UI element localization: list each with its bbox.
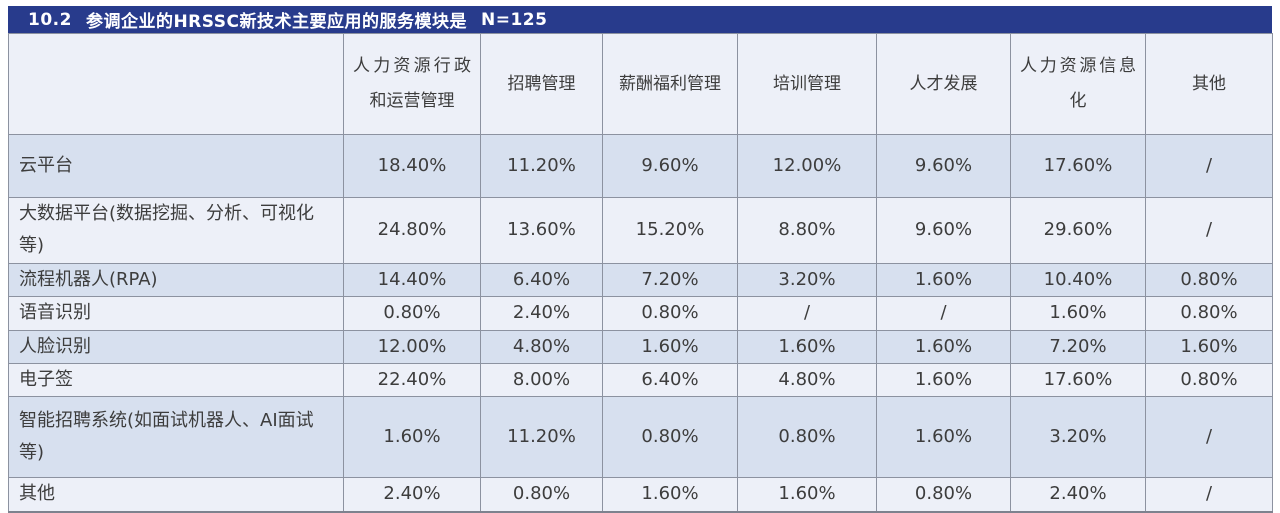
value-cell: 9.60% [876, 197, 1011, 264]
value-cell: 12.00% [737, 134, 877, 198]
table-row: 流程机器人(RPA) 14.40% 6.40% 7.20% 3.20% 1.60% 10.4… [8, 262, 1273, 298]
value-cell: / [1145, 396, 1273, 479]
table-body: 云平台 18.40% 11.20% 9.60% 12.00% 9.60% 17.60% / 大数… [8, 134, 1273, 513]
value-cell: 1.60% [1010, 296, 1146, 331]
value-cell: 9.60% [602, 134, 738, 198]
row-label-header [8, 33, 344, 135]
value-cell: 22.40% [343, 362, 481, 398]
value-cell: 6.40% [602, 362, 738, 398]
value-cell: 11.20% [480, 396, 603, 479]
column-header-other: 其他 [1145, 33, 1273, 135]
value-cell: 1.60% [737, 477, 877, 513]
value-cell: 4.80% [737, 362, 877, 398]
column-header-recruitment: 招聘管理 [480, 33, 603, 135]
row-label: 大数据平台(数据挖掘、分析、可视化等) [8, 197, 344, 264]
table-row: 语音识别 0.80% 2.40% 0.80% //1.60% 0.80% [8, 296, 1273, 331]
value-cell: 0.80% [480, 477, 603, 513]
column-header-hr-admin-ops: 人力资源行政和运营管理 [343, 33, 481, 135]
value-cell: 11.20% [480, 134, 603, 198]
table-row: 其他 2.40% 0.80% 1.60% 1.60% 0.80% 2.40% / [8, 477, 1273, 513]
value-cell: 7.20% [602, 262, 738, 298]
row-label: 其他 [8, 477, 344, 513]
table-title-bar: 10.2 参调企业的HRSSC新技术主要应用的服务模块是 N=125 [8, 6, 1272, 33]
row-label: 语音识别 [8, 296, 344, 331]
value-cell: 9.60% [876, 134, 1011, 198]
table-row: 电子签 22.40% 8.00% 6.40% 4.80% 1.60% 17.60% 0.80% [8, 362, 1273, 398]
header-row: 人力资源行政和运营管理 招聘管理 薪酬福利管理 培训管理 人才发展 人力资源信息… [8, 33, 1273, 135]
value-cell: 1.60% [602, 329, 738, 364]
value-cell: 1.60% [602, 477, 738, 513]
value-cell: 0.80% [1145, 296, 1273, 331]
row-label: 云平台 [8, 134, 344, 198]
value-cell: 2.40% [1010, 477, 1146, 513]
survey-results-table: 人力资源行政和运营管理 招聘管理 薪酬福利管理 培训管理 人才发展 人力资源信息… [8, 33, 1273, 513]
row-label: 电子签 [8, 362, 344, 398]
value-cell: 18.40% [343, 134, 481, 198]
value-cell: 1.60% [876, 396, 1011, 479]
column-header-talent-development: 人才发展 [876, 33, 1011, 135]
row-label: 智能招聘系统(如面试机器人、AI面试等) [8, 396, 344, 479]
title-section-number: 10.2 [28, 9, 72, 30]
value-cell: 1.60% [343, 396, 481, 479]
value-cell: 17.60% [1010, 134, 1146, 198]
value-cell: 0.80% [1145, 362, 1273, 398]
table-row: 智能招聘系统(如面试机器人、AI面试等) 1.60% 11.20% 0.80% 0.80… [8, 396, 1273, 479]
value-cell: 3.20% [737, 262, 877, 298]
value-cell: 14.40% [343, 262, 481, 298]
column-header-compensation-benefits: 薪酬福利管理 [602, 33, 738, 135]
value-cell: 3.20% [1010, 396, 1146, 479]
title-sample-size: N=125 [480, 9, 548, 30]
column-header-hr-information: 人力资源信息化 [1010, 33, 1146, 135]
value-cell: 1.60% [737, 329, 877, 364]
table-row: 云平台 18.40% 11.20% 9.60% 12.00% 9.60% 17.60% / [8, 134, 1273, 198]
value-cell: 0.80% [602, 296, 738, 331]
value-cell: 12.00% [343, 329, 481, 364]
value-cell: 15.20% [602, 197, 738, 264]
table-row: 人脸识别 12.00% 4.80% 1.60% 1.60% 1.60% 7.20% 1.60% [8, 329, 1273, 364]
value-cell: 2.40% [480, 296, 603, 331]
value-cell: 8.80% [737, 197, 877, 264]
table-row: 大数据平台(数据挖掘、分析、可视化等) 24.80% 13.60% 15.20% 8.8… [8, 197, 1273, 264]
value-cell: 1.60% [876, 362, 1011, 398]
value-cell: 1.60% [876, 329, 1011, 364]
value-cell: / [876, 296, 1011, 331]
value-cell: 1.60% [1145, 329, 1273, 364]
value-cell: / [1145, 477, 1273, 513]
value-cell: 0.80% [876, 477, 1011, 513]
value-cell: 0.80% [602, 396, 738, 479]
value-cell: 13.60% [480, 197, 603, 264]
value-cell: 6.40% [480, 262, 603, 298]
value-cell: 7.20% [1010, 329, 1146, 364]
value-cell: / [1145, 134, 1273, 198]
column-header-training: 培训管理 [737, 33, 877, 135]
value-cell: 0.80% [1145, 262, 1273, 298]
row-label: 流程机器人(RPA) [8, 262, 344, 298]
row-label: 人脸识别 [8, 329, 344, 364]
value-cell: / [1145, 197, 1273, 264]
value-cell: 2.40% [343, 477, 481, 513]
value-cell: 1.60% [876, 262, 1011, 298]
value-cell: 24.80% [343, 197, 481, 264]
value-cell: 0.80% [737, 396, 877, 479]
value-cell: 4.80% [480, 329, 603, 364]
value-cell: 0.80% [343, 296, 481, 331]
value-cell: / [737, 296, 877, 331]
title-text: 参调企业的HRSSC新技术主要应用的服务模块是 [85, 12, 467, 32]
value-cell: 29.60% [1010, 197, 1146, 264]
value-cell: 17.60% [1010, 362, 1146, 398]
value-cell: 8.00% [480, 362, 603, 398]
value-cell: 10.40% [1010, 262, 1146, 298]
